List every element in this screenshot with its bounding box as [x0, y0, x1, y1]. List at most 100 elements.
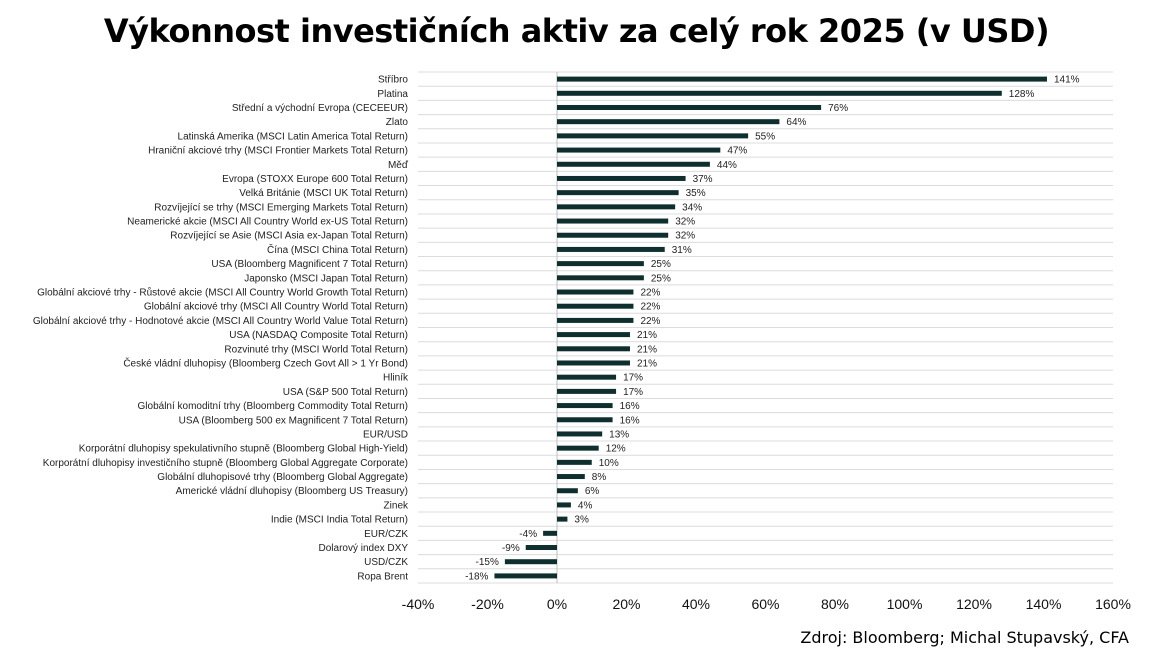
value-label: 10%	[599, 458, 619, 469]
value-label: -9%	[502, 543, 520, 554]
bar	[557, 332, 630, 338]
x-tick-label: -40%	[402, 596, 435, 612]
value-label: 34%	[682, 202, 702, 213]
x-tick-label: 140%	[1026, 596, 1062, 612]
category-label: USA (S&P 500 Total Return)	[283, 387, 408, 398]
category-label: Indie (MSCI India Total Return)	[271, 515, 408, 526]
value-label: 16%	[620, 401, 640, 412]
bar	[557, 346, 630, 352]
value-label: 3%	[574, 515, 589, 526]
bar	[557, 445, 599, 451]
category-label: Korporátní dluhopisy spekulativního stup…	[79, 444, 408, 455]
category-label: Americké vládní dluhopisy (Bloomberg US …	[176, 486, 408, 497]
bar	[557, 204, 676, 210]
value-label: 22%	[640, 302, 660, 313]
value-label: 32%	[675, 231, 695, 242]
bar	[557, 90, 1002, 96]
value-label: 35%	[686, 188, 706, 199]
category-label: Latinská Amerika (MSCI Latin America Tot…	[178, 131, 408, 142]
value-labels: 141% 128% 76% 64% 55% 47% 44% 37% 35% 34% 32% 32% 31…	[465, 75, 1080, 583]
x-tick-label: 160%	[1095, 596, 1131, 612]
category-label: Čína (MSCI China Total Return)	[267, 243, 408, 256]
bar	[557, 161, 710, 167]
value-label: 22%	[640, 316, 660, 327]
category-label: Globální akciové trhy (MSCI All Country …	[144, 302, 408, 313]
category-label: Hliník	[383, 373, 409, 384]
x-tick-label: 60%	[751, 596, 779, 612]
x-tick-label: 120%	[956, 596, 992, 612]
category-label: EUR/CZK	[364, 529, 408, 540]
value-label: 22%	[640, 288, 660, 299]
category-label: Měď	[388, 160, 409, 171]
value-label: 25%	[651, 259, 671, 270]
bar	[557, 104, 822, 110]
category-label: Korporátní dluhopisy investičního stupně…	[43, 458, 408, 469]
bar	[557, 488, 578, 494]
bar	[557, 374, 617, 380]
category-label: Japonsko (MSCI Japan Total Return)	[244, 273, 408, 284]
value-label: -15%	[476, 557, 499, 568]
value-label: 21%	[637, 344, 657, 355]
bar	[557, 275, 644, 281]
value-label: 21%	[637, 330, 657, 341]
value-label: 13%	[609, 429, 629, 440]
bar	[557, 261, 644, 267]
category-label: Stříbro	[378, 75, 408, 86]
value-label: 12%	[606, 444, 626, 455]
value-label: 64%	[786, 117, 806, 128]
value-label: 31%	[672, 245, 692, 256]
value-label: 17%	[623, 373, 643, 384]
gridlines	[418, 71, 1113, 584]
bar	[557, 360, 630, 366]
category-label: Střední a východní Evropa (CECEEUR)	[232, 103, 408, 114]
bar	[557, 431, 603, 437]
category-label: Dolarový index DXY	[319, 543, 409, 554]
bar	[557, 403, 613, 409]
source-note: Zdroj: Bloomberg; Michal Stupavský, CFA	[800, 628, 1129, 647]
category-label: Rozvinuté trhy (MSCI World Total Return)	[224, 344, 408, 355]
chart-title: Výkonnost investičních aktiv za celý rok…	[103, 12, 1050, 50]
bars	[494, 76, 1047, 579]
bar	[557, 417, 613, 423]
value-label: 128%	[1009, 89, 1035, 100]
category-label: Globální komoditní trhy (Bloomberg Commo…	[138, 401, 408, 412]
bar	[557, 133, 749, 139]
category-label: Globální akciové trhy - Hodnotové akcie …	[33, 316, 408, 327]
bar	[557, 147, 721, 153]
category-label: USA (Bloomberg 500 ex Magnificent 7 Tota…	[179, 415, 408, 426]
x-tick-label: -20%	[471, 596, 504, 612]
category-label: Evropa (STOXX Europe 600 Total Return)	[222, 174, 408, 185]
value-label: 37%	[693, 174, 713, 185]
value-label: 76%	[828, 103, 848, 114]
bar	[557, 388, 617, 394]
x-tick-label: 100%	[887, 596, 923, 612]
x-axis-ticks: -40% -20% 0% 20% 40% 60% 80% 100% 120% 140% 160%	[402, 596, 1131, 612]
category-labels: Stříbro Platina Střední a východní Evropa …	[33, 75, 409, 583]
bar	[557, 76, 1047, 82]
category-label: Globální dluhopisové trhy (Bloomberg Glo…	[157, 472, 408, 483]
x-tick-label: 0%	[547, 596, 567, 612]
category-label: Platina	[377, 89, 408, 100]
value-label: 141%	[1054, 75, 1080, 86]
bar	[557, 119, 780, 125]
bar	[557, 289, 634, 295]
category-label: USA (Bloomberg Magnificent 7 Total Retur…	[211, 259, 408, 270]
value-label: 32%	[675, 217, 695, 228]
bar	[557, 459, 592, 465]
value-label: 8%	[592, 472, 607, 483]
bar	[557, 232, 669, 238]
value-label: 21%	[637, 358, 657, 369]
bar	[525, 545, 557, 551]
value-label: 6%	[585, 486, 600, 497]
category-label: České vládní dluhopisy (Bloomberg Czech …	[123, 356, 408, 369]
category-label: Neamerické akcie (MSCI All Country World…	[127, 217, 408, 228]
value-label: 17%	[623, 387, 643, 398]
x-tick-label: 80%	[821, 596, 849, 612]
value-label: 47%	[727, 146, 747, 157]
bar	[494, 573, 557, 579]
value-label: 4%	[578, 500, 593, 511]
bar	[557, 502, 571, 508]
value-label: 16%	[620, 415, 640, 426]
category-label: USA (NASDAQ Composite Total Return)	[229, 330, 408, 341]
